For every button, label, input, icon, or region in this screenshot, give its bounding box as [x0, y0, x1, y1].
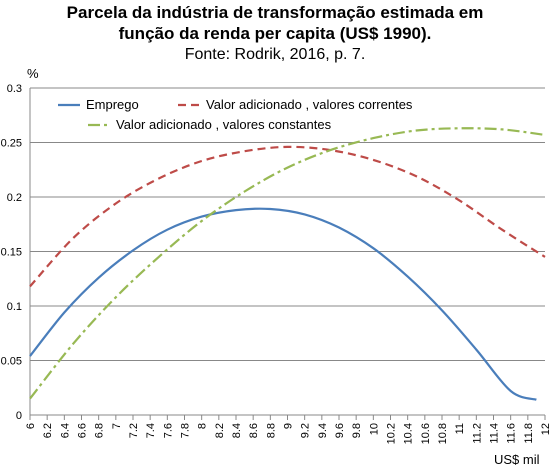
x-tick-label: 10.2: [386, 423, 398, 444]
chart-title-line-1: Parcela da indústria de transformação es…: [66, 3, 484, 22]
y-tick-label: 0.05: [1, 356, 22, 368]
x-tick-labels: 6 6.2 6.4 6.6 6.8 7 7.2 7.4 7.6 7.8 8 8.2 8.4 8.6 8.8 9…: [25, 423, 550, 444]
legend-label-1: Emprego: [86, 97, 139, 112]
y-tick-labels: 0 0.05 0.1 0.15 0.2 0.25 0.3: [1, 83, 22, 422]
x-tick-label: 11.8: [523, 423, 535, 444]
x-tick-label: 9.8: [351, 423, 363, 438]
chart-title-block: Parcela da indústria de transformação es…: [0, 2, 550, 65]
y-tick-label: 0.15: [1, 247, 22, 259]
x-tick-label: 8.2: [214, 423, 226, 438]
x-tick-label: 9.2: [300, 423, 312, 438]
axes: [29, 88, 546, 420]
x-tick-label: 9.4: [317, 423, 329, 438]
x-tick-label: 6.2: [42, 423, 54, 438]
y-axis-unit: %: [27, 66, 39, 81]
x-tick-label: 9.6: [334, 423, 346, 438]
legend-label-3: Valor adicionado , valores constantes: [116, 117, 332, 132]
series-line-2: [29, 145, 546, 288]
x-tick-label: 8.6: [248, 423, 260, 438]
x-tick-label: 6: [25, 423, 37, 429]
x-tick-label: 11.2: [471, 423, 483, 444]
x-tick-label: 11.6: [506, 423, 518, 444]
y-tick-label: 0.3: [7, 83, 22, 95]
x-tick-label: 6.6: [77, 423, 89, 438]
legend: Emprego Valor adicionado , valores corren…: [58, 97, 413, 132]
x-tick-label: 10.4: [403, 423, 415, 444]
x-tick-label: 7.2: [128, 423, 140, 438]
x-tick-label: 8.4: [231, 423, 243, 438]
y-tick-label: 0.2: [7, 192, 22, 204]
legend-label-2: Valor adicionado , valores correntes: [206, 97, 413, 112]
x-tick-label: 7.4: [145, 423, 157, 438]
y-tick-label: 0: [16, 410, 22, 422]
x-tick-label: 7.8: [180, 423, 192, 438]
x-tick-label: 10.6: [420, 423, 432, 444]
x-tick-label: 10: [368, 423, 380, 435]
x-tick-label: 8: [197, 423, 209, 429]
x-tick-label: 10.8: [437, 423, 449, 444]
x-tick-label: 6.4: [59, 423, 71, 438]
chart-source: Fonte: Rodrik, 2016, p. 7.: [184, 46, 366, 63]
series-lines: [29, 127, 546, 401]
x-tick-label: 9: [283, 423, 295, 429]
x-tick-label: 7.6: [162, 423, 174, 438]
series-line-3: [29, 127, 546, 400]
y-tick-label: 0.25: [1, 138, 22, 150]
series-line-1: [29, 207, 537, 401]
x-tick-label: 8.8: [265, 423, 277, 438]
x-axis-unit: US$ mil: [494, 452, 540, 467]
x-tick-label: 6.8: [94, 423, 106, 438]
x-tick-label: 7: [111, 423, 123, 429]
gridlines: [30, 87, 545, 361]
x-tick-label: 12: [540, 423, 550, 435]
chart-title-line-2: função da renda per capita (US$ 1990).: [118, 24, 432, 43]
x-tick-label: 11.4: [489, 423, 501, 444]
y-tick-label: 0.1: [7, 301, 22, 313]
x-tick-label: 11: [454, 423, 466, 434]
